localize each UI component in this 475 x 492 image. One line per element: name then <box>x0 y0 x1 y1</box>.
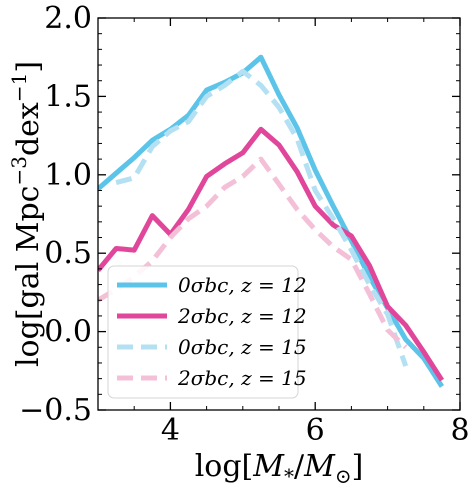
svg-text:log[M*/M⊙]: log[M*/M⊙] <box>195 449 364 488</box>
y-tick-label: 2.0 <box>44 1 92 36</box>
legend: 0σbc, z = 12 2σbc, z = 12 0σbc, z = 15 2… <box>107 265 307 399</box>
legend-label-2: 0σbc, z = 15 <box>178 335 307 359</box>
series-line-2 <box>115 68 409 367</box>
y-tick-label: 1.0 <box>44 158 92 193</box>
y-tick-label: −0.5 <box>19 393 92 428</box>
series-line-3 <box>98 156 408 350</box>
legend-label-1: 2σbc, z = 12 <box>177 304 307 328</box>
legend-label-3: 2σbc, z = 15 <box>177 366 307 390</box>
y-tick-label: 0.5 <box>44 236 92 271</box>
y-axis-title: log[gal Mpc−3dex−1] <box>7 61 46 367</box>
series-line-1 <box>98 126 445 382</box>
legend-label-0: 0σbc, z = 12 <box>178 273 307 297</box>
series-layer <box>98 54 445 388</box>
x-tick-label: 8 <box>450 413 469 448</box>
x-axis-title: log[M*/M⊙] <box>195 449 364 488</box>
y-tick-label: 0.0 <box>44 315 92 350</box>
x-tick-label: 4 <box>161 413 180 448</box>
svg-text:log[gal Mpc−3dex−1]: log[gal Mpc−3dex−1] <box>7 61 46 367</box>
tick-layer: 4 6 8 −0.5 0.0 0.5 1.0 1.5 2.0 <box>19 1 469 448</box>
x-tick-label: 6 <box>306 413 325 448</box>
legend-box <box>107 265 299 399</box>
y-tick-label: 1.5 <box>44 79 92 114</box>
plot-frame <box>97 17 461 411</box>
